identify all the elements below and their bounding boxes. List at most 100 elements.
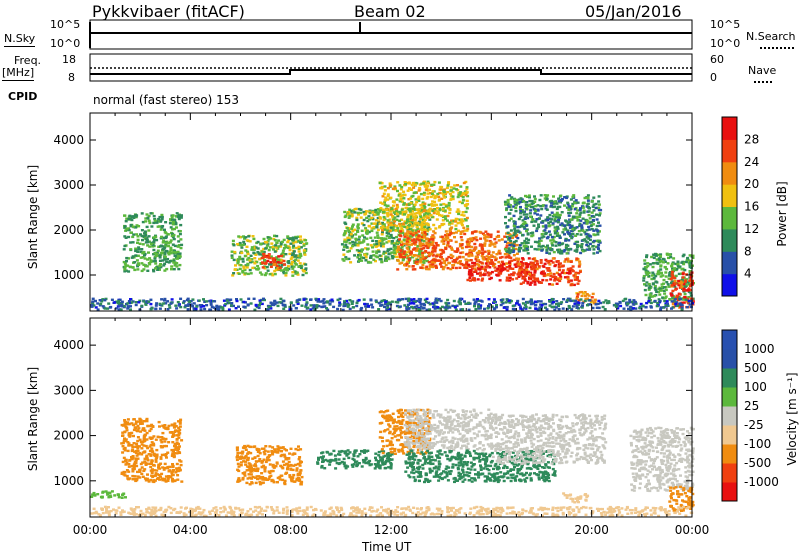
power-echo-cell [566,203,570,206]
power-echo-cell [291,252,295,255]
freq-unit-label: [MHz] [2,66,35,81]
velocity-echo-cell [145,419,149,423]
power-echo-cell [351,209,355,212]
power-echo-cell [493,307,497,310]
power-echo-cell [541,219,545,223]
power-echo-cell [427,203,431,207]
power-echo-cell [557,197,561,200]
velocity-echo-cell [155,469,159,472]
velocity-echo-cell [280,446,284,450]
velocity-echo-cell [140,472,144,476]
power-echo-cell [557,266,561,269]
power-echo-cell [465,240,469,243]
power-echo-cell [583,249,587,252]
power-echo-cell [103,307,107,310]
power-echo-cell [421,201,425,204]
velocity-echo-cell [122,439,126,442]
power-echo-cell [548,217,552,220]
power-echo-cell [451,197,455,201]
power-echo-cell [519,272,523,275]
velocity-echo-cell [165,456,168,459]
velocity-echo-cell [124,425,128,429]
power-echo-cell [494,269,498,272]
velocity-echo-cell [168,469,172,472]
power-echo-cell [92,304,96,307]
power-echo-cell [533,247,537,251]
velocity-echo-cell [123,471,127,474]
power-echo-cell [396,227,400,230]
power-ytick-label: 4000 [53,133,84,147]
cpid-value: normal (fast stereo) 153 [93,93,240,107]
power-echo-cell [534,209,538,213]
power-echo-cell [261,266,265,269]
power-echo-cell [659,306,663,309]
power-echo-cell [265,241,269,244]
power-echo-cell [646,273,650,276]
power-echo-cell [540,233,544,236]
power-echo-cell [378,210,382,213]
velocity-echo-cell [107,496,111,499]
velocity-echo-cell [166,427,170,430]
power-echo-cell [254,303,258,307]
power-echo-cell [504,215,507,219]
power-echo-cell [384,237,388,241]
power-echo-cell [466,227,470,231]
velocity-echo-cell [132,434,135,438]
power-echo-cell [177,217,181,221]
power-echo-cell [405,260,409,263]
velocity-echo-cell [168,431,172,434]
power-echo-cell [436,259,439,262]
power-echo-cell [203,307,207,311]
power-echo-cell [156,220,160,223]
power-echo-cell [380,187,384,190]
power-echo-cell [351,225,354,228]
power-echo-cell [453,236,456,239]
power-echo-cell [467,263,471,266]
power-echo-cell [160,304,164,307]
power-echo-cell [461,196,465,199]
power-echo-cell [685,300,689,303]
power-echo-cell [509,299,513,303]
power-echo-cell [455,188,458,191]
power-echo-cell [445,233,449,236]
power-echo-cell [580,294,584,298]
power-echo-cell [480,243,484,247]
power-echo-cell [556,205,560,209]
power-echo-cell [172,261,176,264]
power-echo-cell [588,234,592,237]
power-echo-cell [409,217,413,220]
power-echo-cell [596,233,600,236]
power-echo-cell [509,229,513,232]
power-echo-cell [466,225,470,228]
power-echo-cell [466,242,470,245]
power-echo-cell [128,265,132,268]
power-echo-cell [256,264,260,268]
power-echo-cell [659,308,663,311]
power-echo-cell [461,211,465,214]
power-echo-cell [426,192,430,195]
power-echo-cell [353,254,357,257]
velocity-echo-cell [144,444,148,448]
power-echo-cell [553,277,557,281]
power-echo-cell [159,265,163,269]
power-echo-cell [336,307,340,311]
power-echo-cell [537,245,541,248]
power-echo-cell [518,208,522,211]
power-echo-cell [431,200,434,203]
power-echo-cell [459,297,462,300]
power-echo-cell [548,233,552,236]
power-echo-cell [398,210,402,214]
power-echo-cell [460,222,464,225]
power-echo-cell [474,308,478,311]
power-echo-cell [666,304,670,307]
power-echo-cell [505,244,509,247]
power-echo-cell [664,275,668,278]
power-echo-cell [427,301,431,304]
power-echo-cell [455,304,459,307]
power-echo-cell [681,276,685,279]
power-echo-cell [577,272,581,275]
power-echo-cell [195,305,199,308]
power-echo-cell [411,218,415,222]
power-echo-cell [346,305,350,308]
power-echo-cell [472,298,476,301]
